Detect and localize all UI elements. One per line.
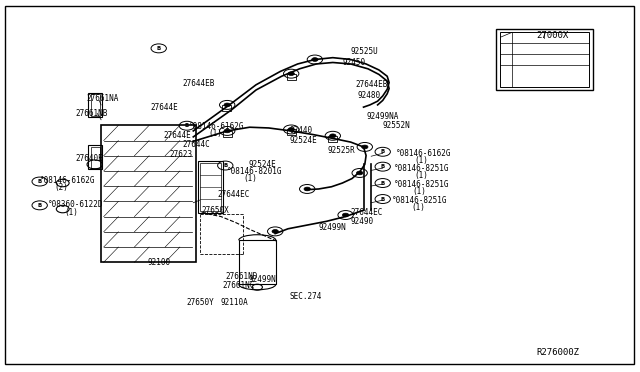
Text: B: B xyxy=(381,196,385,202)
Text: (1): (1) xyxy=(415,156,429,165)
Text: (1): (1) xyxy=(413,187,427,196)
Text: 27644EC: 27644EC xyxy=(218,190,250,199)
Text: B: B xyxy=(157,46,161,51)
Text: 27661NB: 27661NB xyxy=(76,109,108,118)
Circle shape xyxy=(356,171,363,175)
Text: °08146-6162G: °08146-6162G xyxy=(189,122,244,131)
Text: °08146-8201G: °08146-8201G xyxy=(227,167,283,176)
Bar xyxy=(223,131,232,137)
Text: 27644E: 27644E xyxy=(163,131,191,140)
Text: 92499NA: 92499NA xyxy=(366,112,399,121)
Text: B: B xyxy=(381,149,385,154)
Text: 27623: 27623 xyxy=(170,150,193,159)
Text: B: B xyxy=(185,123,189,128)
Text: 27644EB: 27644EB xyxy=(355,80,388,89)
Text: B: B xyxy=(381,180,385,186)
Bar xyxy=(91,94,100,116)
Text: 92480: 92480 xyxy=(357,92,380,100)
Text: 27661NA: 27661NA xyxy=(86,94,119,103)
Bar xyxy=(287,129,296,135)
Text: 92525R: 92525R xyxy=(328,146,355,155)
Text: °08146-8251G: °08146-8251G xyxy=(394,180,449,189)
Text: 92490: 92490 xyxy=(351,217,374,226)
Text: 92524E: 92524E xyxy=(289,136,317,145)
Text: 27661NC: 27661NC xyxy=(223,281,255,290)
Text: B: B xyxy=(223,163,227,168)
Text: 92110A: 92110A xyxy=(221,298,248,307)
Bar xyxy=(496,29,593,90)
Text: 27644EB: 27644EB xyxy=(182,79,215,88)
Bar xyxy=(101,125,196,262)
Bar xyxy=(198,161,223,213)
Text: (1): (1) xyxy=(415,171,429,180)
Text: 27000X: 27000X xyxy=(536,31,568,40)
Circle shape xyxy=(288,72,294,76)
Bar xyxy=(91,147,100,168)
Text: 27661ND: 27661ND xyxy=(225,272,258,280)
Bar xyxy=(239,240,276,284)
Text: °08146-8251G: °08146-8251G xyxy=(392,196,447,205)
Bar xyxy=(200,163,221,211)
Text: 92450: 92450 xyxy=(342,58,365,67)
Text: °08146-8251G: °08146-8251G xyxy=(394,164,449,173)
Text: B: B xyxy=(381,164,385,169)
Bar xyxy=(328,136,337,142)
Text: 92552N: 92552N xyxy=(383,121,410,130)
Circle shape xyxy=(224,103,230,107)
Text: 27644C: 27644C xyxy=(182,140,210,149)
Bar xyxy=(88,145,102,169)
Text: 92100: 92100 xyxy=(147,258,170,267)
Circle shape xyxy=(272,230,278,233)
Circle shape xyxy=(312,58,318,61)
Text: (2): (2) xyxy=(54,183,68,192)
Bar xyxy=(287,74,296,80)
Text: 92525U: 92525U xyxy=(351,47,378,56)
Text: (1): (1) xyxy=(208,129,222,138)
Text: 27650X: 27650X xyxy=(202,206,229,215)
Circle shape xyxy=(224,129,230,133)
Text: °08146-6162G: °08146-6162G xyxy=(396,149,451,158)
Circle shape xyxy=(362,145,368,149)
Circle shape xyxy=(330,134,336,138)
Text: 92524E: 92524E xyxy=(248,160,276,169)
Text: (1): (1) xyxy=(64,208,78,217)
Text: (1): (1) xyxy=(412,203,426,212)
Text: R276000Z: R276000Z xyxy=(536,348,579,357)
Text: (1): (1) xyxy=(243,174,257,183)
Text: 27644EC: 27644EC xyxy=(351,208,383,217)
Text: 27640E: 27640E xyxy=(76,154,103,163)
Text: 92499N: 92499N xyxy=(248,275,276,283)
Circle shape xyxy=(342,213,349,217)
Text: B: B xyxy=(38,203,42,208)
Bar xyxy=(222,105,231,111)
Text: °08146-6162G: °08146-6162G xyxy=(40,176,95,185)
Text: SEC.274: SEC.274 xyxy=(289,292,322,301)
Text: °08360-6122D: °08360-6122D xyxy=(48,200,104,209)
Text: 92440: 92440 xyxy=(289,126,312,135)
Circle shape xyxy=(304,187,310,191)
Text: 27650Y: 27650Y xyxy=(187,298,214,307)
Bar xyxy=(500,32,589,87)
Text: 27644E: 27644E xyxy=(150,103,178,112)
Text: 92499N: 92499N xyxy=(319,223,346,232)
Bar xyxy=(88,93,102,117)
Text: B: B xyxy=(38,179,42,184)
Circle shape xyxy=(288,128,294,131)
